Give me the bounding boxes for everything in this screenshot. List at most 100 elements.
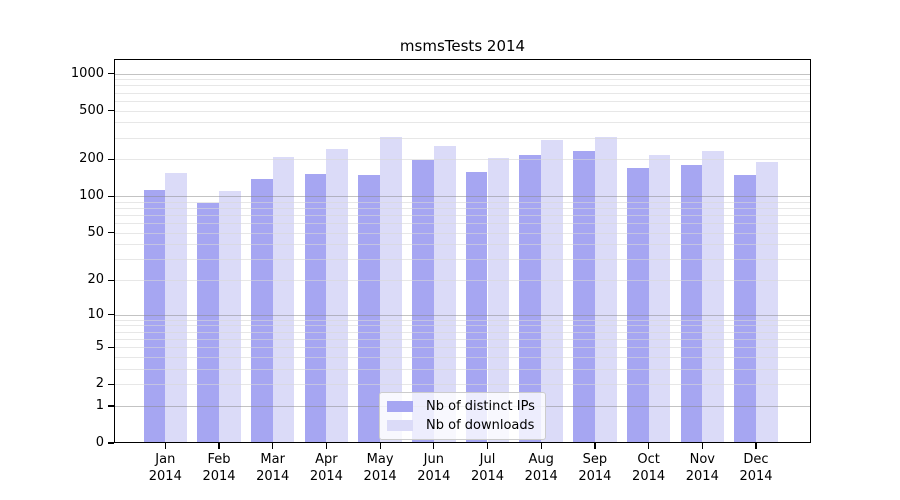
y-tick-5 xyxy=(108,346,114,348)
y-tick-label-10: 10 xyxy=(87,306,104,322)
bar-nb-of-distinct-ips-jul xyxy=(465,171,488,443)
y-tick-label-20: 20 xyxy=(87,272,104,288)
y-tick-20 xyxy=(108,279,114,281)
x-tick-year-jun: 2014 xyxy=(417,469,451,484)
x-tick-label-jul: Jul 2014 xyxy=(456,451,520,485)
bar-nb-of-downloads-may xyxy=(380,137,402,443)
gridline-minor-800 xyxy=(114,85,811,87)
x-tick-label-feb: Feb 2014 xyxy=(187,451,251,485)
x-tick-jan xyxy=(164,443,166,449)
gridline-major-100 xyxy=(114,196,811,198)
gridline-minor-20 xyxy=(114,280,811,282)
bar-nb-of-distinct-ips-apr xyxy=(304,173,327,443)
bar-nb-of-distinct-ips-mar xyxy=(250,178,273,443)
gridline-major-10 xyxy=(114,314,811,316)
x-tick-year-jul: 2014 xyxy=(470,469,505,484)
gridline-minor-50 xyxy=(114,232,811,234)
y-tick-1 xyxy=(108,405,114,407)
gridline-minor-400 xyxy=(114,122,811,124)
bar-nb-of-distinct-ips-dec xyxy=(734,175,756,443)
bar-nb-of-distinct-ips-jan xyxy=(143,190,166,443)
y-tick-label-100: 100 xyxy=(79,188,104,204)
bar-nb-of-downloads-jun xyxy=(433,145,456,443)
gridline-minor-5 xyxy=(114,347,811,349)
y-tick-10 xyxy=(108,314,114,316)
x-tick-label-dec: Dec 2014 xyxy=(724,451,788,485)
chart-title: msmsTests 2014 xyxy=(399,37,526,55)
x-tick-oct xyxy=(648,443,650,449)
x-tick-nov xyxy=(701,443,703,449)
x-tick-label-mar: Mar 2014 xyxy=(241,451,305,485)
y-tick-2 xyxy=(108,383,114,385)
x-tick-label-oct: Oct 2014 xyxy=(617,451,681,485)
bar-nb-of-downloads-sep xyxy=(594,137,617,443)
legend: Nb of distinct IPs Nb of downloads xyxy=(379,392,546,440)
y-tick-label-5: 5 xyxy=(95,339,104,355)
bar-nb-of-distinct-ips-may xyxy=(358,175,381,443)
legend-row-nb-of-downloads: Nb of downloads xyxy=(387,418,535,433)
x-tick-jul xyxy=(486,443,489,449)
y-tick-label-2: 2 xyxy=(95,376,104,392)
y-tick-100 xyxy=(108,195,114,197)
y-tick-label-200: 200 xyxy=(79,151,104,167)
x-tick-year-jan: 2014 xyxy=(148,469,182,484)
legend-label-nb-of-distinct-ips: Nb of distinct IPs xyxy=(426,399,535,414)
x-tick-label-apr: Apr 2014 xyxy=(294,451,358,485)
bar-nb-of-distinct-ips-feb xyxy=(197,202,219,443)
x-tick-sep xyxy=(594,443,596,449)
bar-nb-of-distinct-ips-oct xyxy=(626,168,649,443)
x-tick-aug xyxy=(540,443,542,449)
x-tick-label-jun: Jun 2014 xyxy=(402,451,466,485)
bar-nb-of-downloads-jul xyxy=(487,158,510,443)
x-tick-year-nov: 2014 xyxy=(685,469,719,484)
gridline-minor-300 xyxy=(114,137,811,139)
y-tick-500 xyxy=(108,109,114,112)
gridline-major-1000 xyxy=(114,73,811,75)
gridline-minor-70 xyxy=(114,215,811,217)
bar-nb-of-downloads-nov xyxy=(702,150,725,443)
x-tick-year-feb: 2014 xyxy=(202,469,236,484)
gridline-minor-90 xyxy=(114,201,811,203)
x-tick-year-aug: 2014 xyxy=(524,469,558,484)
y-tick-label-0: 0 xyxy=(95,435,104,450)
bar-nb-of-downloads-oct xyxy=(648,154,671,443)
x-tick-dec xyxy=(755,443,757,449)
gridline-minor-30 xyxy=(114,259,811,261)
y-tick-label-1000: 1000 xyxy=(70,65,104,81)
y-tick-label-1: 1 xyxy=(95,397,104,413)
bar-nb-of-distinct-ips-jun xyxy=(412,159,434,443)
x-tick-year-apr: 2014 xyxy=(309,469,343,484)
y-tick-1000 xyxy=(108,72,114,75)
gridline-minor-80 xyxy=(114,207,811,209)
bar-nb-of-downloads-dec xyxy=(756,162,778,443)
gridline-minor-9 xyxy=(114,319,811,321)
legend-swatch-nb-of-downloads xyxy=(387,420,413,431)
gridline-minor-900 xyxy=(114,79,811,81)
bar-nb-of-downloads-jan xyxy=(165,172,188,443)
y-tick-label-50: 50 xyxy=(87,224,104,240)
bar-nb-of-downloads-feb xyxy=(219,191,241,443)
x-tick-apr xyxy=(325,443,328,449)
x-tick-mar xyxy=(272,443,274,449)
bar-nb-of-downloads-mar xyxy=(272,157,295,443)
gridline-minor-8 xyxy=(114,325,811,327)
x-tick-jun xyxy=(433,443,435,449)
gridline-minor-60 xyxy=(114,223,811,225)
bar-nb-of-distinct-ips-aug xyxy=(519,155,542,443)
legend-label-nb-of-downloads: Nb of downloads xyxy=(426,418,535,433)
y-tick-label-500: 500 xyxy=(79,102,104,118)
x-tick-label-may: May 2014 xyxy=(348,451,412,485)
gridline-minor-6 xyxy=(114,338,811,340)
gridline-minor-600 xyxy=(114,100,811,102)
gridline-minor-4 xyxy=(114,356,811,358)
gridline-minor-500 xyxy=(114,110,811,112)
x-tick-year-dec: 2014 xyxy=(739,469,773,484)
gridline-minor-2 xyxy=(114,384,811,386)
x-tick-label-nov: Nov 2014 xyxy=(670,451,734,485)
x-tick-year-oct: 2014 xyxy=(632,469,666,484)
x-tick-label-aug: Aug 2014 xyxy=(509,451,573,485)
gridline-minor-700 xyxy=(114,92,811,94)
y-tick-0 xyxy=(108,442,114,444)
legend-swatch-nb-of-distinct-ips xyxy=(387,401,413,412)
